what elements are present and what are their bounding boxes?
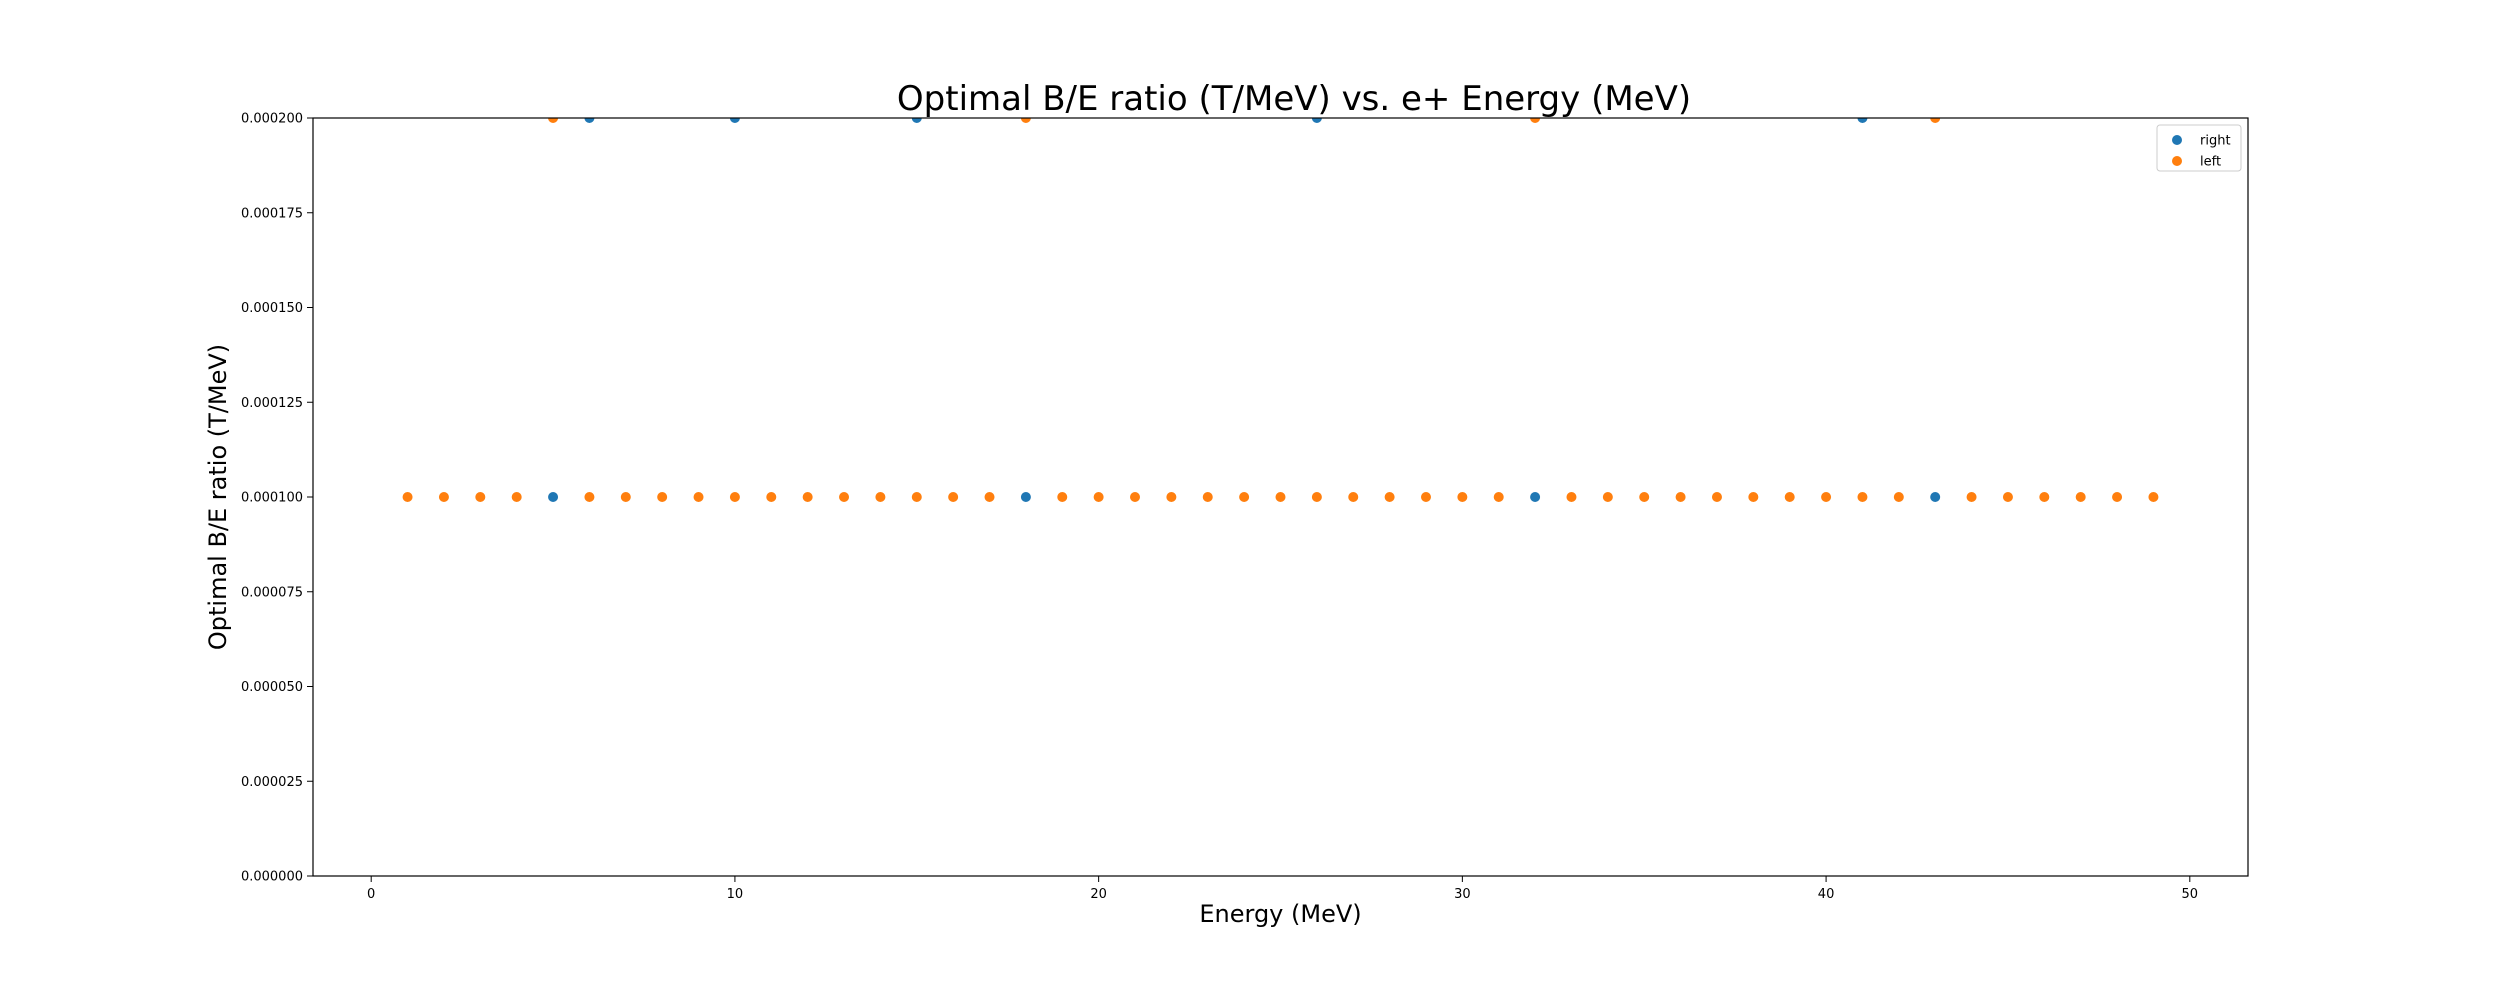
point-left-37 — [1748, 492, 1759, 502]
point-left-6 — [620, 492, 631, 502]
point-left-40 — [1857, 492, 1868, 502]
point-left-21 — [1166, 492, 1177, 502]
point-left-28 — [1420, 492, 1431, 502]
point-left-36 — [1711, 492, 1722, 502]
point-left-41 — [1893, 492, 1904, 502]
point-left-45 — [2039, 492, 2050, 502]
legend-label-right: right — [2200, 134, 2231, 149]
point-left-47 — [2112, 492, 2123, 502]
legend: right left — [2156, 124, 2242, 172]
point-left-31 — [1530, 118, 1541, 123]
x-tick-label: 20 — [1090, 887, 1107, 902]
point-left-7 — [657, 492, 668, 502]
point-right-8 — [1930, 492, 1941, 502]
point-left-23 — [1239, 492, 1250, 502]
point-left-44 — [2002, 492, 2013, 502]
x-tick-label: 40 — [1818, 887, 1835, 902]
x-tick-label: 30 — [1454, 887, 1471, 902]
point-right-1 — [584, 118, 595, 123]
point-left-5 — [584, 492, 595, 502]
point-left-4 — [548, 118, 559, 123]
point-left-32 — [1566, 492, 1577, 502]
y-tick-label: 0.000150 — [241, 301, 303, 316]
point-left-46 — [2075, 492, 2086, 502]
point-left-48 — [2148, 492, 2159, 502]
point-left-1 — [438, 492, 449, 502]
point-left-24 — [1275, 492, 1286, 502]
point-left-39 — [1821, 492, 1832, 502]
y-tick-label: 0.000200 — [241, 112, 303, 127]
point-right-3 — [911, 118, 922, 123]
point-right-5 — [1311, 118, 1322, 123]
x-axis-title: Energy (MeV) — [1199, 900, 1361, 928]
y-axis: 0.000000 0.000025 0.000050 0.000075 0.000100… — [241, 112, 313, 885]
y-tick-label: 0.000000 — [241, 870, 303, 885]
point-left-35 — [1675, 492, 1686, 502]
point-left-17 — [1020, 118, 1031, 123]
point-left-11 — [802, 492, 813, 502]
y-tick-label: 0.000100 — [241, 491, 303, 506]
point-left-0 — [402, 492, 413, 502]
chart-title: Optimal B/E ratio (T/MeV) vs. e+ Energy … — [897, 79, 1691, 119]
legend-marker-right — [2172, 135, 2182, 145]
point-left-38 — [1784, 492, 1795, 502]
point-left-25 — [1311, 492, 1322, 502]
point-left-13 — [875, 492, 886, 502]
point-left-2 — [475, 492, 486, 502]
point-right-0 — [548, 492, 559, 502]
y-tick-label: 0.000075 — [241, 585, 303, 600]
point-left-34 — [1639, 492, 1650, 502]
y-tick-label: 0.000050 — [241, 680, 303, 695]
x-tick-label: 50 — [2182, 887, 2199, 902]
point-left-29 — [1457, 492, 1468, 502]
y-tick-label: 0.000175 — [241, 206, 303, 221]
data-points — [402, 118, 2159, 502]
point-left-12 — [839, 492, 850, 502]
point-left-15 — [948, 492, 959, 502]
point-right-2 — [729, 118, 740, 123]
point-right-6 — [1530, 492, 1541, 502]
y-tick-label: 0.000125 — [241, 396, 303, 411]
point-right-7 — [1857, 118, 1868, 123]
point-left-19 — [1093, 492, 1104, 502]
point-left-18 — [1057, 492, 1068, 502]
x-axis: 0 10 20 30 40 50 — [367, 876, 2198, 902]
point-left-26 — [1348, 492, 1359, 502]
y-axis-title: Optimal B/E ratio (T/MeV) — [204, 344, 232, 650]
point-left-9 — [729, 492, 740, 502]
point-right-4 — [1020, 492, 1031, 502]
point-left-43 — [1966, 492, 1977, 502]
point-left-42 — [1930, 118, 1941, 123]
point-left-22 — [1202, 492, 1213, 502]
legend-marker-left — [2172, 156, 2182, 166]
point-left-20 — [1130, 492, 1141, 502]
point-left-10 — [766, 492, 777, 502]
legend-label-left: left — [2200, 155, 2221, 170]
point-left-8 — [693, 492, 704, 502]
point-left-3 — [511, 492, 522, 502]
point-left-33 — [1602, 492, 1613, 502]
y-tick-label: 0.000025 — [241, 775, 303, 790]
point-left-30 — [1493, 492, 1504, 502]
x-tick-label: 0 — [367, 887, 375, 902]
point-left-14 — [911, 492, 922, 502]
point-left-16 — [984, 492, 995, 502]
point-left-27 — [1384, 492, 1395, 502]
x-tick-label: 10 — [727, 887, 744, 902]
